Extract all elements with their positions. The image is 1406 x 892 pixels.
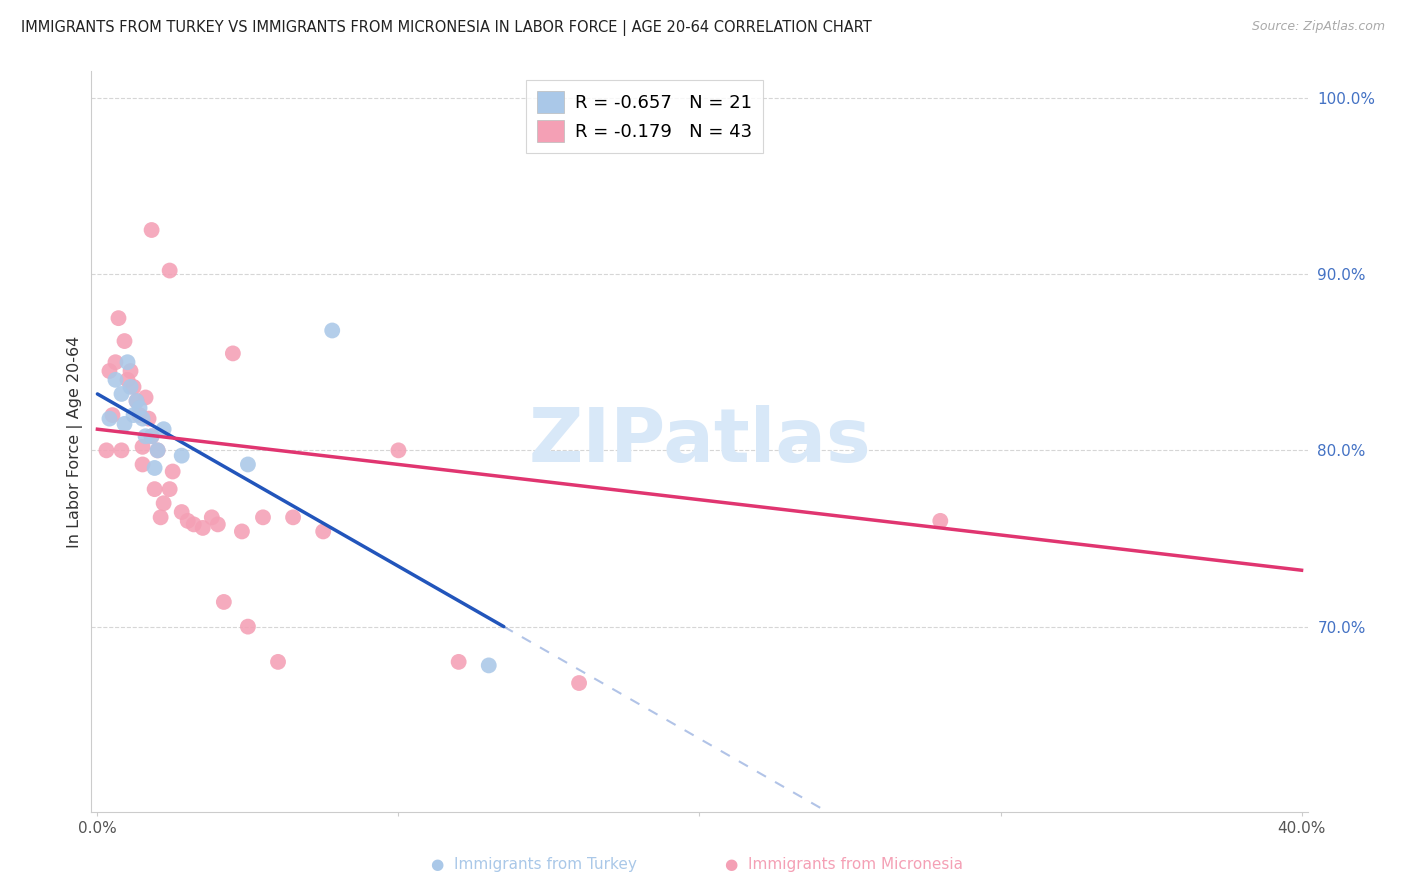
Point (387, 443, 409, 458)
Text: ●  Immigrants from Turkey: ● Immigrants from Turkey (432, 857, 637, 872)
Point (568, 676, 591, 690)
Text: ●  Immigrants from Micronesia: ● Immigrants from Micronesia (724, 857, 963, 872)
Point (131, 458, 153, 472)
Point (114, 417, 136, 431)
Point (131, 411, 153, 425)
Point (252, 510, 274, 524)
Point (110, 443, 132, 458)
Point (96, 443, 118, 458)
Point (117, 355, 139, 369)
Point (110, 387, 132, 401)
Point (143, 482, 166, 496)
Point (101, 408, 124, 422)
Point (152, 422, 174, 436)
Point (125, 394, 148, 409)
Point (929, 514, 952, 528)
Point (201, 510, 224, 524)
Point (117, 373, 139, 387)
Point (183, 517, 205, 532)
Point (135, 429, 157, 443)
Point (141, 429, 163, 443)
Point (125, 394, 148, 409)
Point (236, 458, 259, 472)
Point (231, 524, 253, 539)
Point (104, 355, 127, 369)
Point (141, 429, 163, 443)
Point (146, 443, 169, 458)
Y-axis label: In Labor Force | Age 20-64: In Labor Force | Age 20-64 (67, 335, 83, 548)
Point (120, 380, 142, 394)
Point (207, 517, 229, 532)
Point (236, 620, 259, 634)
Point (122, 380, 145, 394)
Point (222, 346, 245, 360)
Point (170, 505, 193, 519)
Point (135, 391, 157, 405)
Point (104, 373, 127, 387)
Legend: R = -0.657   N = 21, R = -0.179   N = 43: R = -0.657 N = 21, R = -0.179 N = 43 (526, 80, 763, 153)
Point (143, 461, 166, 475)
Point (267, 655, 290, 669)
Point (478, 658, 501, 673)
Point (447, 655, 470, 669)
Point (131, 440, 153, 454)
Point (138, 411, 160, 425)
Point (146, 443, 169, 458)
Text: ZIPatlas: ZIPatlas (529, 405, 870, 478)
Point (159, 482, 181, 496)
Point (98, 364, 121, 378)
Point (162, 465, 184, 479)
Point (98, 411, 121, 425)
Point (191, 521, 214, 535)
Point (212, 595, 235, 609)
Point (281, 510, 304, 524)
Point (114, 334, 136, 348)
Point (170, 449, 193, 463)
Text: IMMIGRANTS FROM TURKEY VS IMMIGRANTS FROM MICRONESIA IN LABOR FORCE | AGE 20-64 : IMMIGRANTS FROM TURKEY VS IMMIGRANTS FRO… (21, 20, 872, 36)
Text: Source: ZipAtlas.com: Source: ZipAtlas.com (1251, 20, 1385, 33)
Point (321, 323, 343, 337)
Point (149, 510, 172, 524)
Point (107, 311, 129, 326)
Point (152, 496, 174, 510)
Point (128, 401, 150, 415)
Point (122, 408, 145, 422)
Point (177, 514, 200, 528)
Point (312, 524, 335, 539)
Point (120, 364, 142, 378)
Point (159, 263, 181, 277)
Point (128, 408, 150, 422)
Point (141, 223, 163, 237)
